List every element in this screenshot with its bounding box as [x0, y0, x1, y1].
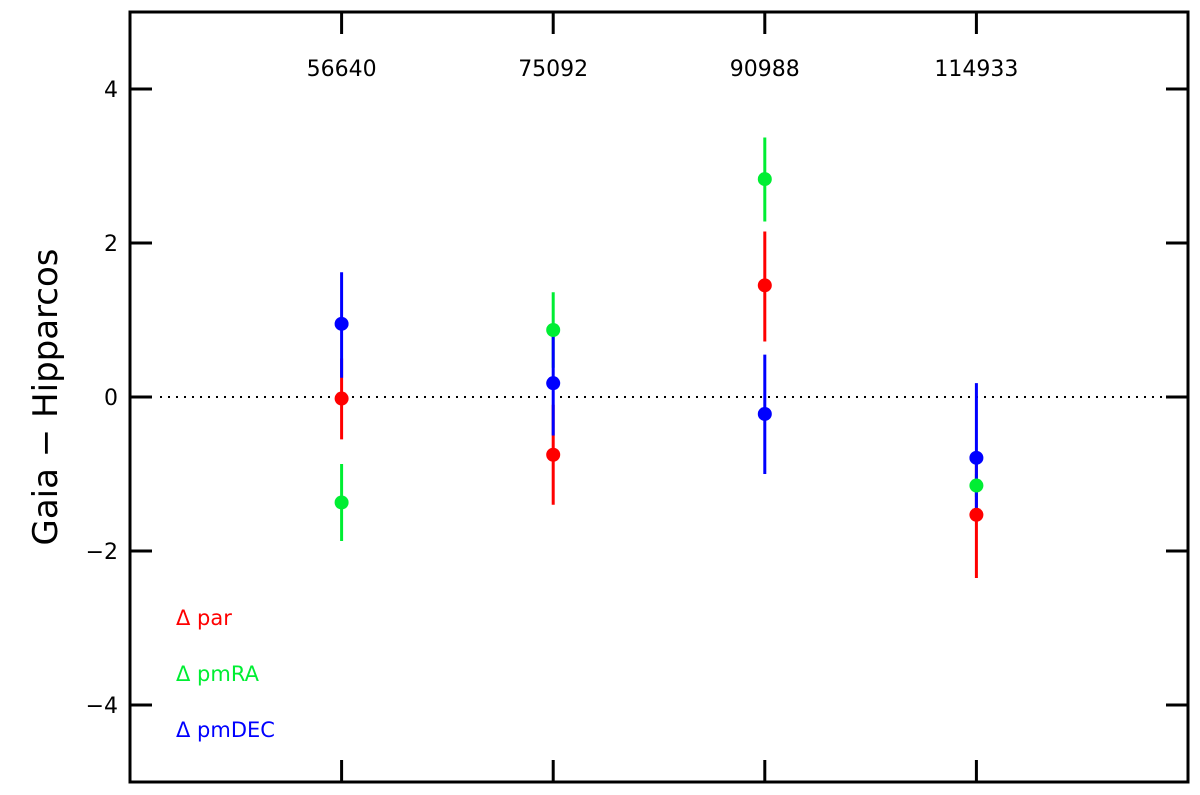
data-point — [969, 450, 984, 465]
series-group — [340, 272, 978, 517]
data-point — [969, 507, 984, 522]
category-label: 90988 — [730, 57, 800, 82]
legend-entry: Δ pmRA — [176, 662, 260, 686]
data-point — [757, 278, 772, 293]
data-point — [546, 447, 561, 462]
y-tick-label: 4 — [104, 78, 118, 103]
data-point — [546, 323, 561, 338]
series-points — [334, 278, 984, 522]
y-tick-label: 0 — [104, 386, 118, 411]
legend-entry: Δ par — [176, 606, 232, 630]
data-point — [334, 391, 349, 406]
legend-entry: Δ pmDEC — [176, 718, 275, 742]
data-point — [546, 376, 561, 391]
legend: Δ par Δ pmRA Δ pmDEC — [176, 606, 275, 742]
data-point — [969, 478, 984, 493]
data-point — [334, 316, 349, 331]
y-tick-label: −2 — [86, 540, 118, 565]
y-tick-label: −4 — [86, 694, 118, 719]
x-axis: 56640 75092 90988 114933 — [307, 12, 1018, 782]
data-point — [757, 172, 772, 187]
y-tick-label: 2 — [104, 232, 118, 257]
series-points — [334, 172, 984, 510]
series-layer — [334, 137, 984, 578]
category-label: 75092 — [518, 57, 588, 82]
category-label: 114933 — [934, 57, 1018, 82]
series-group — [340, 231, 978, 578]
data-point — [334, 495, 349, 510]
data-point — [757, 406, 772, 421]
y-axis-label: Gaia − Hipparcos — [26, 248, 66, 545]
series-points — [334, 316, 984, 465]
y-axis: −4 −2 0 2 4 — [86, 78, 1188, 719]
series-group — [340, 137, 978, 541]
category-label: 56640 — [307, 57, 377, 82]
